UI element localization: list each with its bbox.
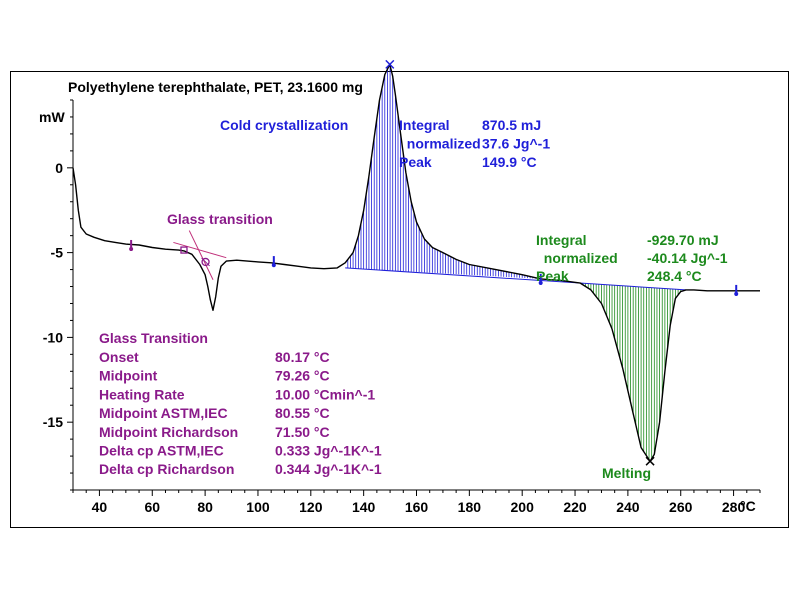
x-tick-label: 180 <box>458 499 482 515</box>
cold-crystallization-results: Integral 870.5 mJ normalized 37.6 Jg^-1 Pea… <box>399 117 550 170</box>
glass-table-label: Delta cp Richardson <box>99 461 234 477</box>
melting-area <box>582 283 684 460</box>
glass-table-label: Delta cp ASTM,IEC <box>99 443 224 459</box>
glass-table-label: Midpoint <box>99 368 158 384</box>
y-tick-label: -15 <box>43 414 63 430</box>
cold-crystallization-peak-marker <box>385 59 395 69</box>
glass-table-value: 79.26 °C <box>275 368 330 384</box>
x-axis-unit: °C <box>740 498 756 514</box>
result-value: -40.14 Jg^-1 <box>647 250 728 266</box>
glass-table-value: 80.17 °C <box>275 349 330 365</box>
x-tick-label: 140 <box>352 499 376 515</box>
cold-crystallization-label: Cold crystallization <box>220 117 348 133</box>
glass-table-label: Midpoint ASTM,IEC <box>99 405 228 421</box>
y-tick-label: -10 <box>43 329 63 345</box>
result-label: Peak <box>399 154 432 170</box>
x-tick-label: 220 <box>563 499 587 515</box>
glass-onset-marker <box>180 246 188 254</box>
x-tick-label: 80 <box>197 499 213 515</box>
peak-cross-stroke <box>645 456 655 466</box>
glass-table-value: 80.55 °C <box>275 405 330 421</box>
glass-table-value: 71.50 °C <box>275 424 330 440</box>
glass-table-label: Midpoint Richardson <box>99 424 238 440</box>
peak-cross-stroke <box>385 59 395 69</box>
integration-limit-dot <box>271 263 276 268</box>
integration-limit-dot <box>734 291 739 296</box>
x-tick-label: 60 <box>144 499 160 515</box>
y-tick-label: 0 <box>55 160 63 176</box>
x-tick-label: 280 <box>722 499 746 515</box>
integration-limit-dot <box>538 280 543 285</box>
result-label: Integral <box>399 117 450 133</box>
glass-table-label: Onset <box>99 349 139 365</box>
cold-crystallization-area <box>347 65 539 279</box>
x-tick-label: 40 <box>92 499 108 515</box>
glass-table-title: Glass Transition <box>99 330 208 346</box>
x-tick-label: 160 <box>405 499 429 515</box>
peak-baselines <box>345 267 687 291</box>
markers <box>129 59 739 466</box>
melting-label: Melting <box>602 465 651 481</box>
chart-frame <box>10 71 789 528</box>
glass-transition-label: Glass transition <box>167 211 273 227</box>
glass-tangent-line <box>173 241 227 259</box>
axes: 40 60 80 100 120 140 160 180 200 220 240 260 280 0 -5 -… <box>43 99 761 515</box>
x-tick-label: 100 <box>246 499 270 515</box>
melting-peak-marker <box>645 456 655 466</box>
glass-transition-results: Glass Transition Onset 80.17 °C Midpoint 79.… <box>99 330 382 477</box>
result-value: 248.4 °C <box>647 268 702 284</box>
glass-table-value: 0.333 Jg^-1K^-1 <box>275 443 382 459</box>
x-tick-label: 240 <box>616 499 640 515</box>
chart-title: Polyethylene terephthalate, PET, 23.1600… <box>68 79 363 95</box>
result-label: Peak <box>536 268 569 284</box>
result-label: normalized <box>399 136 481 152</box>
result-label: Integral <box>536 232 587 248</box>
integration-limit-dot <box>129 246 134 251</box>
x-tick-label: 120 <box>299 499 323 515</box>
baseline-line <box>345 267 687 291</box>
glass-inflection-line <box>188 230 214 280</box>
result-value: -929.70 mJ <box>647 232 719 248</box>
glass-table-value: 0.344 Jg^-1K^-1 <box>275 461 382 477</box>
x-tick-label: 200 <box>511 499 535 515</box>
glass-midpoint-cross <box>201 257 210 267</box>
result-label: normalized <box>536 250 618 266</box>
glass-midpoint-marker <box>201 257 210 267</box>
result-value: 37.6 Jg^-1 <box>482 136 550 152</box>
y-tick-label: -5 <box>51 245 64 261</box>
glass-table-value: 10.00 °Cmin^-1 <box>275 386 375 402</box>
glass-table-label: Heating Rate <box>99 386 185 402</box>
melting-results: Integral -929.70 mJ normalized -40.14 Jg^-… <box>536 232 728 284</box>
result-value: 149.9 °C <box>482 154 537 170</box>
x-tick-label: 260 <box>669 499 693 515</box>
result-value: 870.5 mJ <box>482 117 541 133</box>
y-axis-unit: mW <box>39 109 65 125</box>
